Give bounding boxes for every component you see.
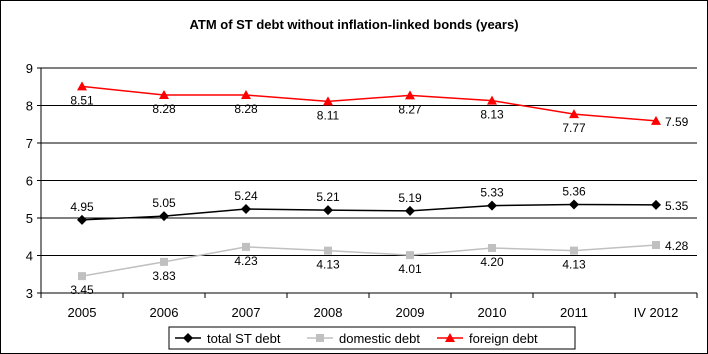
point-domestic-debt-7 xyxy=(652,241,660,249)
data-label-foreign-debt-2: 8.28 xyxy=(234,102,258,116)
legend-marker-total-ST-debt xyxy=(183,333,193,343)
point-domestic-debt-4 xyxy=(406,251,414,260)
data-label-foreign-debt-3: 8.11 xyxy=(317,108,340,122)
y-tick-label-3: 3 xyxy=(26,286,33,301)
point-foreign-debt-3 xyxy=(323,96,333,106)
series-line-foreign-debt xyxy=(81,85,657,122)
point-total-ST-debt-6 xyxy=(569,199,579,210)
legend-label-total-ST-debt: total ST debt xyxy=(207,331,281,346)
data-label-foreign-debt-4: 8.27 xyxy=(398,102,422,116)
legend-marker-foreign-debt xyxy=(445,333,455,342)
data-label-total-ST-debt-2: 5.24 xyxy=(234,189,258,203)
x-tick-label-2007: 2007 xyxy=(232,305,261,320)
data-label-domestic-debt-0: 3.45 xyxy=(70,283,94,297)
point-total-ST-debt-0 xyxy=(77,214,87,225)
y-tick-label-9: 9 xyxy=(26,61,33,76)
x-tick-label-2006: 2006 xyxy=(150,305,179,320)
data-label-domestic-debt-7: 4.28 xyxy=(665,239,689,253)
x-tick-label-2009: 2009 xyxy=(396,305,425,320)
series-line-total-ST-debt xyxy=(81,203,657,221)
point-foreign-debt-2 xyxy=(241,90,251,99)
data-label-total-ST-debt-1: 5.05 xyxy=(152,196,176,210)
data-label-total-ST-debt-5: 5.33 xyxy=(480,186,504,200)
data-label-domestic-debt-4: 4.01 xyxy=(398,262,422,276)
series-total-ST-debt xyxy=(77,199,661,225)
legend-marker-domestic-debt xyxy=(316,334,324,342)
point-total-ST-debt-5 xyxy=(487,200,497,211)
point-total-ST-debt-4 xyxy=(405,205,415,216)
legend-label-foreign-debt: foreign debt xyxy=(469,331,538,346)
point-foreign-debt-1 xyxy=(159,90,169,99)
y-tick-label-8: 8 xyxy=(26,99,33,114)
point-domestic-debt-0 xyxy=(78,272,86,281)
x-tick-label-2010: 2010 xyxy=(478,305,507,320)
data-label-foreign-debt-5: 8.13 xyxy=(480,108,504,122)
legend-label-domestic-debt: domestic debt xyxy=(339,331,420,346)
data-label-domestic-debt-1: 3.83 xyxy=(152,269,176,283)
data-label-total-ST-debt-3: 5.21 xyxy=(316,190,340,204)
y-tick-label-7: 7 xyxy=(26,136,33,151)
series-line-domestic-debt xyxy=(81,244,657,277)
axes: 3 4 5 6 7 8 9 2005 2006 2007 2008 2009 2010 2011 IV 20… xyxy=(26,61,698,320)
y-tick-label-6: 6 xyxy=(26,174,33,189)
x-tick-label-IV-2012: IV 2012 xyxy=(634,305,679,320)
data-label-domestic-debt-3: 4.13 xyxy=(316,258,340,272)
data-labels: 4.95 5.05 5.24 5.21 5.19 5.33 5.36 5.35 3.45 3.83… xyxy=(70,93,688,297)
legend: total ST debt domestic debt foreign debt xyxy=(168,326,576,350)
chart-title: ATM of ST debt without inflation-linked … xyxy=(189,17,518,32)
series-layer xyxy=(77,81,661,281)
data-label-foreign-debt-1: 8.28 xyxy=(152,102,176,116)
x-tick-label-2011: 2011 xyxy=(560,305,588,320)
point-total-ST-debt-2 xyxy=(241,204,251,214)
point-domestic-debt-1 xyxy=(160,257,168,266)
data-label-domestic-debt-6: 4.13 xyxy=(562,258,586,272)
point-total-ST-debt-1 xyxy=(159,211,169,222)
x-tick-label-2005: 2005 xyxy=(68,305,97,320)
data-label-domestic-debt-2: 4.23 xyxy=(234,254,258,268)
x-tick-label-2008: 2008 xyxy=(314,305,343,320)
point-total-ST-debt-7 xyxy=(651,199,661,210)
data-label-total-ST-debt-4: 5.19 xyxy=(398,191,422,205)
data-label-total-ST-debt-7: 5.35 xyxy=(665,199,689,213)
data-label-domestic-debt-5: 4.20 xyxy=(480,255,504,269)
data-label-foreign-debt-6: 7.77 xyxy=(562,121,586,135)
point-foreign-debt-7 xyxy=(651,115,661,125)
point-total-ST-debt-3 xyxy=(323,205,333,216)
point-domestic-debt-6 xyxy=(570,246,578,255)
data-label-total-ST-debt-0: 4.95 xyxy=(70,200,94,214)
series-foreign-debt xyxy=(77,81,661,125)
point-domestic-debt-2 xyxy=(242,242,250,251)
data-label-total-ST-debt-6: 5.36 xyxy=(562,185,586,199)
data-label-foreign-debt-7: 7.59 xyxy=(665,115,689,129)
y-tick-label-4: 4 xyxy=(26,249,33,264)
series-domestic-debt xyxy=(78,241,660,281)
point-domestic-debt-3 xyxy=(324,246,332,255)
data-label-foreign-debt-0: 8.51 xyxy=(70,93,94,107)
legend-box xyxy=(168,326,576,350)
y-tick-label-5: 5 xyxy=(26,211,33,226)
point-foreign-debt-4 xyxy=(405,90,415,100)
point-foreign-debt-6 xyxy=(569,109,579,119)
point-foreign-debt-5 xyxy=(487,95,497,105)
point-domestic-debt-5 xyxy=(488,244,496,252)
point-foreign-debt-0 xyxy=(77,81,87,91)
gridlines xyxy=(41,67,697,256)
